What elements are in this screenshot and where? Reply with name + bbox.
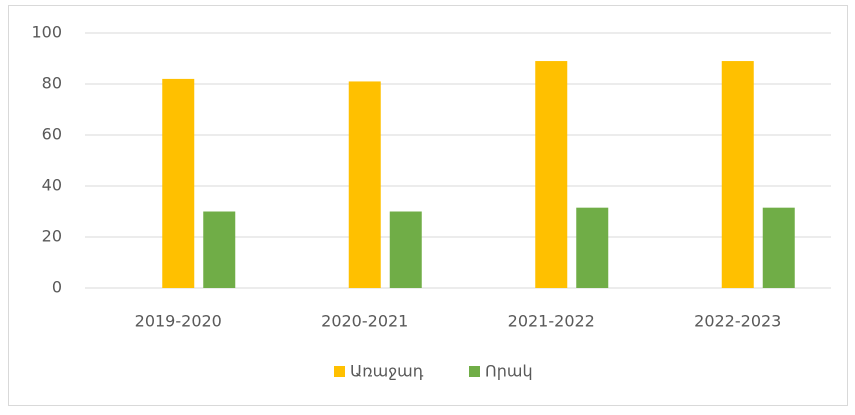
y-tick-label: 20 [42, 227, 62, 246]
y-tick-label: 0 [52, 278, 62, 297]
bar [162, 78, 195, 289]
x-tick-label: 2019-2020 [135, 312, 222, 331]
legend-label: Որակ [485, 362, 533, 381]
bar [721, 61, 754, 288]
x-tick-label: 2021-2022 [508, 312, 595, 331]
bar [762, 207, 795, 288]
bar [389, 211, 422, 288]
x-tick-label: 2022-2023 [694, 312, 781, 331]
bar [576, 207, 609, 288]
y-tick-label: 40 [42, 176, 62, 195]
y-tick-label: 60 [42, 125, 62, 144]
bar [203, 211, 236, 288]
y-tick-label: 80 [42, 74, 62, 93]
legend-swatch [334, 366, 345, 377]
chart-frame [8, 5, 848, 406]
legend-label: Առաջադ [350, 362, 424, 381]
bar [348, 81, 381, 288]
y-tick-label: 100 [31, 23, 62, 42]
bar [535, 61, 568, 288]
legend-swatch [469, 366, 480, 377]
x-tick-label: 2020-2021 [321, 312, 408, 331]
